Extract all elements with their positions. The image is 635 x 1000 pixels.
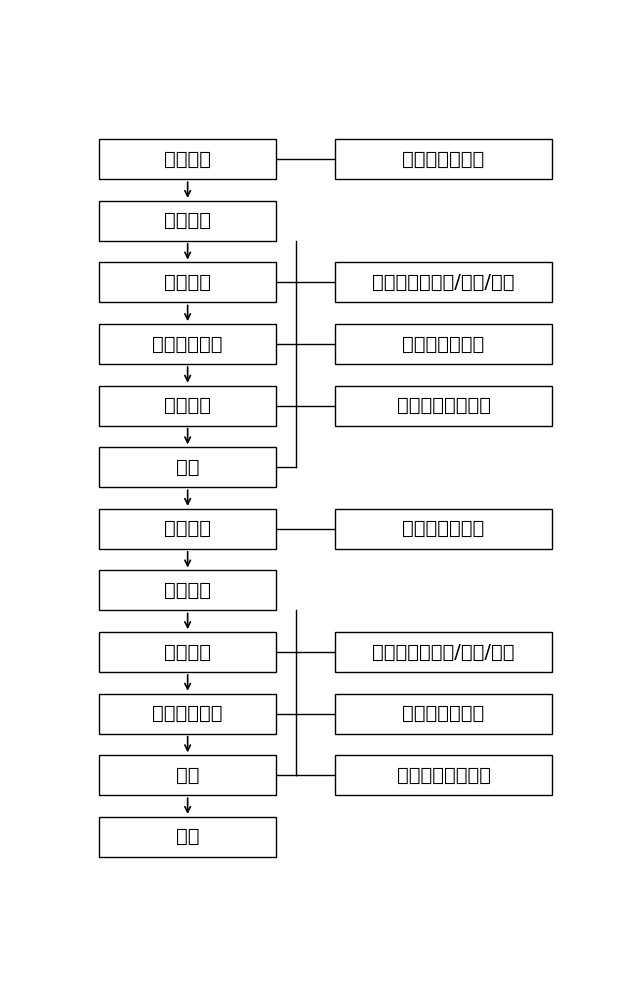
Text: 富集、静置、清洗: 富集、静置、清洗: [396, 766, 491, 785]
Bar: [99, 386, 276, 426]
Text: 定量管加空白水/标液/水样: 定量管加空白水/标液/水样: [372, 643, 515, 662]
Text: 电镀汞膜: 电镀汞膜: [164, 581, 211, 600]
Bar: [99, 139, 276, 179]
Text: 定量管加电镀液: 定量管加电镀液: [403, 150, 485, 169]
Text: 定量管加电镀液: 定量管加电镀液: [403, 519, 485, 538]
Bar: [99, 570, 276, 610]
Bar: [335, 139, 552, 179]
Text: 加样待测: 加样待测: [164, 643, 211, 662]
Text: 加第一电解液: 加第一电解液: [152, 335, 223, 354]
Text: 排液: 排液: [176, 827, 199, 846]
Bar: [335, 755, 552, 795]
Bar: [335, 694, 552, 734]
Bar: [99, 262, 276, 302]
Bar: [99, 694, 276, 734]
Text: 定量管加电解液: 定量管加电解液: [403, 335, 485, 354]
Bar: [335, 262, 552, 302]
Bar: [99, 755, 276, 795]
Bar: [335, 509, 552, 549]
Text: 排液: 排液: [176, 458, 199, 477]
Text: 测锌: 测锌: [176, 766, 199, 785]
Text: 加第二电解液: 加第二电解液: [152, 704, 223, 723]
Bar: [99, 324, 276, 364]
Bar: [335, 324, 552, 364]
Text: 加样待测: 加样待测: [164, 273, 211, 292]
Bar: [99, 447, 276, 487]
Text: 加电镀液: 加电镀液: [164, 519, 211, 538]
Text: 电镀汞膜: 电镀汞膜: [164, 211, 211, 230]
Text: 富集、静置、清洗: 富集、静置、清洗: [396, 396, 491, 415]
Text: 测镉铅铜: 测镉铅铜: [164, 396, 211, 415]
Bar: [99, 632, 276, 672]
Bar: [335, 386, 552, 426]
Bar: [99, 509, 276, 549]
Text: 定量管加电解液: 定量管加电解液: [403, 704, 485, 723]
Text: 定量管加空白水/标液/水样: 定量管加空白水/标液/水样: [372, 273, 515, 292]
Text: 加电镀液: 加电镀液: [164, 150, 211, 169]
Bar: [99, 817, 276, 857]
Bar: [99, 201, 276, 241]
Bar: [335, 632, 552, 672]
